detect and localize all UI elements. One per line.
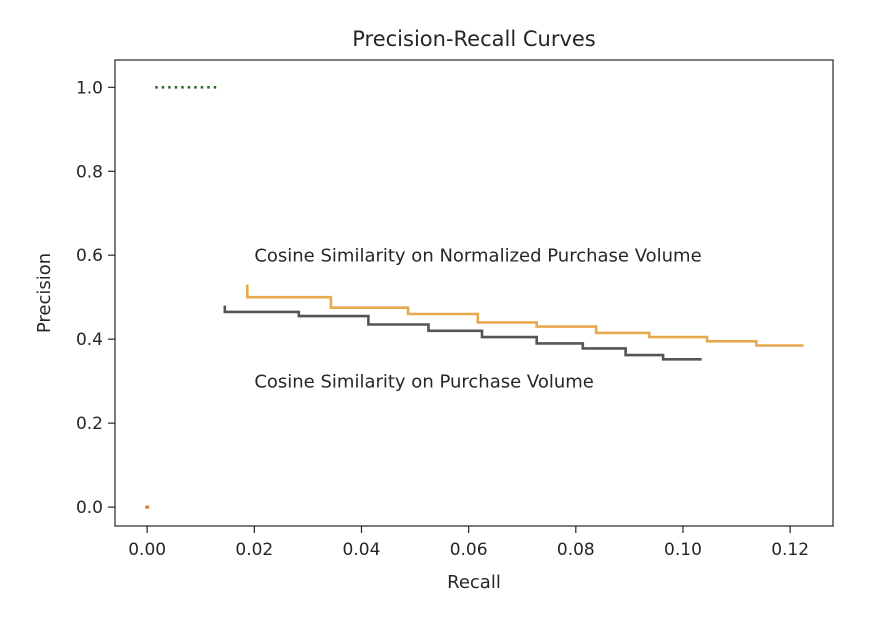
y-tick-label: 0.2 [76, 414, 103, 434]
y-axis-ticks: 0.0 0.2 0.4 0.6 0.8 1.0 [76, 78, 115, 518]
x-tick-label: 0.10 [664, 540, 702, 560]
series-1-line [223, 305, 702, 361]
x-tick-label: 0.12 [771, 540, 809, 560]
x-axis-ticks: 0.00 0.02 0.04 0.06 0.08 0.10 0.12 [128, 526, 809, 560]
y-tick-label: 0.6 [76, 246, 103, 266]
y-axis-label: Precision [34, 253, 55, 333]
y-tick-label: 0.8 [76, 162, 103, 182]
chart-title: Precision-Recall Curves [352, 27, 596, 51]
plot-frame [114, 59, 834, 527]
x-axis-label: Recall [447, 572, 501, 593]
x-tick-label: 0.02 [235, 540, 273, 560]
y-tick-label: 0.0 [76, 498, 103, 518]
series-0-line [246, 284, 804, 347]
curve-annotation: Cosine Similarity on Normalized Purchase… [254, 246, 701, 267]
x-tick-label: 0.08 [557, 540, 595, 560]
x-tick-label: 0.00 [128, 540, 166, 560]
x-tick-label: 0.06 [450, 540, 488, 560]
series-3-point [145, 505, 150, 509]
curve-annotation: Cosine Similarity on Purchase Volume [254, 371, 594, 392]
y-tick-label: 0.4 [76, 330, 103, 350]
y-tick-label: 1.0 [76, 78, 103, 98]
annotation-layer: Cosine Similarity on Normalized Purchase… [254, 246, 701, 393]
series-layer [145, 86, 804, 509]
x-tick-label: 0.04 [343, 540, 381, 560]
